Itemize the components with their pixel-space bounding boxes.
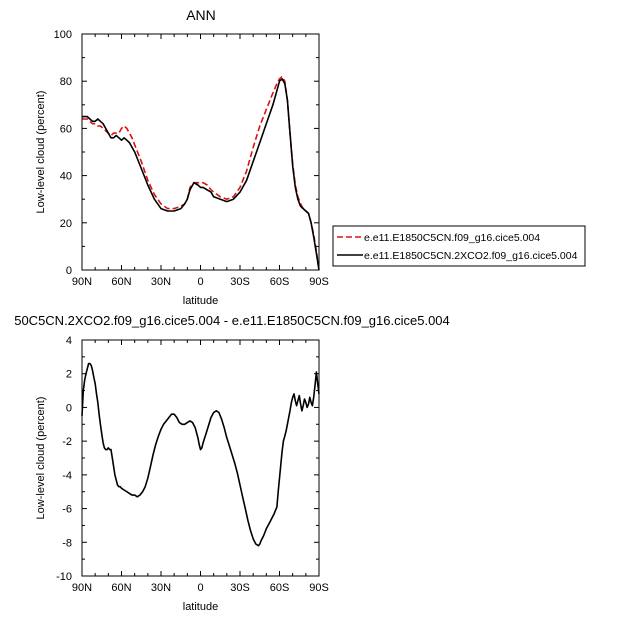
x-tick-label: 60S: [270, 276, 290, 288]
legend-label-0: e.e11.E1850C5CN.f09_g16.cice5.004: [364, 232, 540, 244]
series-line-0: [81, 362, 320, 547]
legend-label-1: e.e11.E1850C5CN.2XCO2.f09_g16.cice5.004: [364, 250, 578, 262]
y-tick-label: 2: [66, 369, 72, 381]
y-tick-label: -4: [62, 470, 72, 482]
x-tick-label: 60N: [111, 582, 131, 594]
y-tick-label: -8: [62, 537, 72, 549]
y-tick-label: 100: [54, 29, 72, 41]
x-tick-label: 0: [197, 582, 203, 594]
y-tick-label: 60: [60, 123, 72, 135]
x-tick-label: 60N: [111, 276, 131, 288]
x-tick-label: 90S: [309, 276, 329, 288]
x-tick-label: 30N: [151, 276, 171, 288]
chart-title: ANN: [186, 7, 216, 23]
x-axis-label: latitude: [183, 295, 218, 307]
chart-title: 50C5CN.2XCO2.f09_g16.cice5.004 - e.e11.E…: [14, 313, 450, 328]
x-tick-label: 90N: [72, 582, 92, 594]
legend-box: [332, 225, 586, 267]
y-tick-label: 0: [66, 265, 72, 277]
x-tick-label: 30N: [151, 582, 171, 594]
y-tick-label: 40: [60, 171, 72, 183]
top-chart-panel: ANN 90N 60N 30N 0 30S 60S 90S 0 20 40 60 80 100 latitu…: [35, 7, 586, 307]
plot-frame: [81, 33, 320, 271]
series-line-1: [82, 78, 320, 271]
plot-frame: [81, 339, 320, 577]
y-tick-label: 20: [60, 218, 72, 230]
x-tick-label: 90N: [72, 276, 92, 288]
y-axis-label: Low-level cloud (percent): [35, 397, 47, 520]
x-axis-label: latitude: [183, 601, 218, 613]
x-tick-label: 30S: [230, 582, 250, 594]
y-tick-label: 4: [66, 335, 72, 347]
y-tick-label: 0: [66, 402, 72, 414]
y-axis-label: Low-level cloud (percent): [35, 91, 47, 214]
x-tick-label: 90S: [309, 582, 329, 594]
y-tick-label: 80: [60, 76, 72, 88]
y-tick-label: -10: [56, 571, 72, 583]
x-tick-label: 30S: [230, 276, 250, 288]
y-tick-label: -2: [62, 436, 72, 448]
series-line-0: [82, 75, 320, 271]
y-tick-label: -6: [62, 504, 72, 516]
x-tick-label: 0: [197, 276, 203, 288]
bottom-chart-panel: 50C5CN.2XCO2.f09_g16.cice5.004 - e.e11.E…: [14, 313, 450, 613]
x-tick-label: 60S: [270, 582, 290, 594]
